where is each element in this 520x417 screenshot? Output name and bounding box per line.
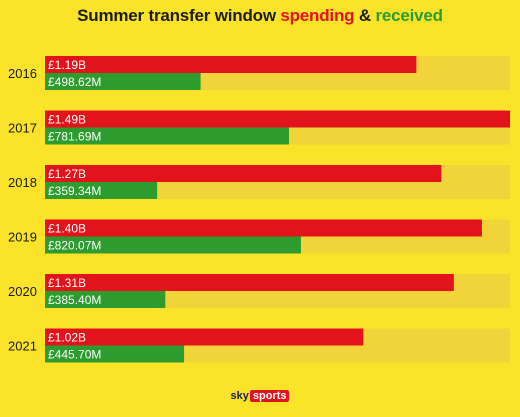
- year-tick-label: 2021: [8, 339, 37, 354]
- title-received-word: received: [375, 6, 443, 25]
- title-part-3: &: [354, 6, 376, 25]
- year-tick-label: 2016: [8, 66, 37, 81]
- spending-bar: [45, 274, 454, 291]
- year-tick-label: 2019: [8, 230, 37, 245]
- chart-title: Summer transfer window spending & receiv…: [0, 6, 520, 26]
- spending-bar: [45, 110, 510, 128]
- spending-data-label: £1.40B: [48, 222, 86, 236]
- spending-bar: [45, 56, 417, 73]
- received-data-label: £445.70M: [48, 348, 101, 362]
- received-data-label: £820.07M: [48, 239, 101, 253]
- spending-data-label: £1.49B: [48, 113, 86, 127]
- spending-data-label: £1.02B: [48, 331, 86, 345]
- spending-bar: [45, 165, 442, 182]
- year-tick-label: 2017: [8, 121, 37, 136]
- spending-bar: [45, 219, 482, 237]
- spending-data-label: £1.19B: [48, 58, 86, 72]
- received-bar: [45, 345, 185, 363]
- received-bar: [45, 182, 158, 199]
- received-data-label: £498.62M: [48, 75, 101, 89]
- title-part-1: Summer transfer window: [77, 6, 281, 25]
- sky-sports-logo: sky sports: [0, 390, 520, 402]
- received-data-label: £781.69M: [48, 130, 101, 144]
- title-spending-word: spending: [280, 6, 355, 25]
- year-tick-label: 2020: [8, 284, 37, 299]
- spending-bar: [45, 328, 364, 346]
- received-bar: [45, 73, 201, 90]
- received-bar: [45, 291, 166, 308]
- received-bar: [45, 236, 301, 254]
- spending-data-label: £1.27B: [48, 167, 86, 181]
- received-bar: [45, 127, 289, 145]
- received-data-label: £385.40M: [48, 293, 101, 307]
- year-tick-label: 2018: [8, 175, 37, 190]
- spending-data-label: £1.31B: [48, 276, 86, 290]
- logo-sports-badge: sports: [249, 390, 290, 402]
- received-data-label: £359.34M: [48, 184, 101, 198]
- logo-sky-text: sky: [230, 390, 249, 402]
